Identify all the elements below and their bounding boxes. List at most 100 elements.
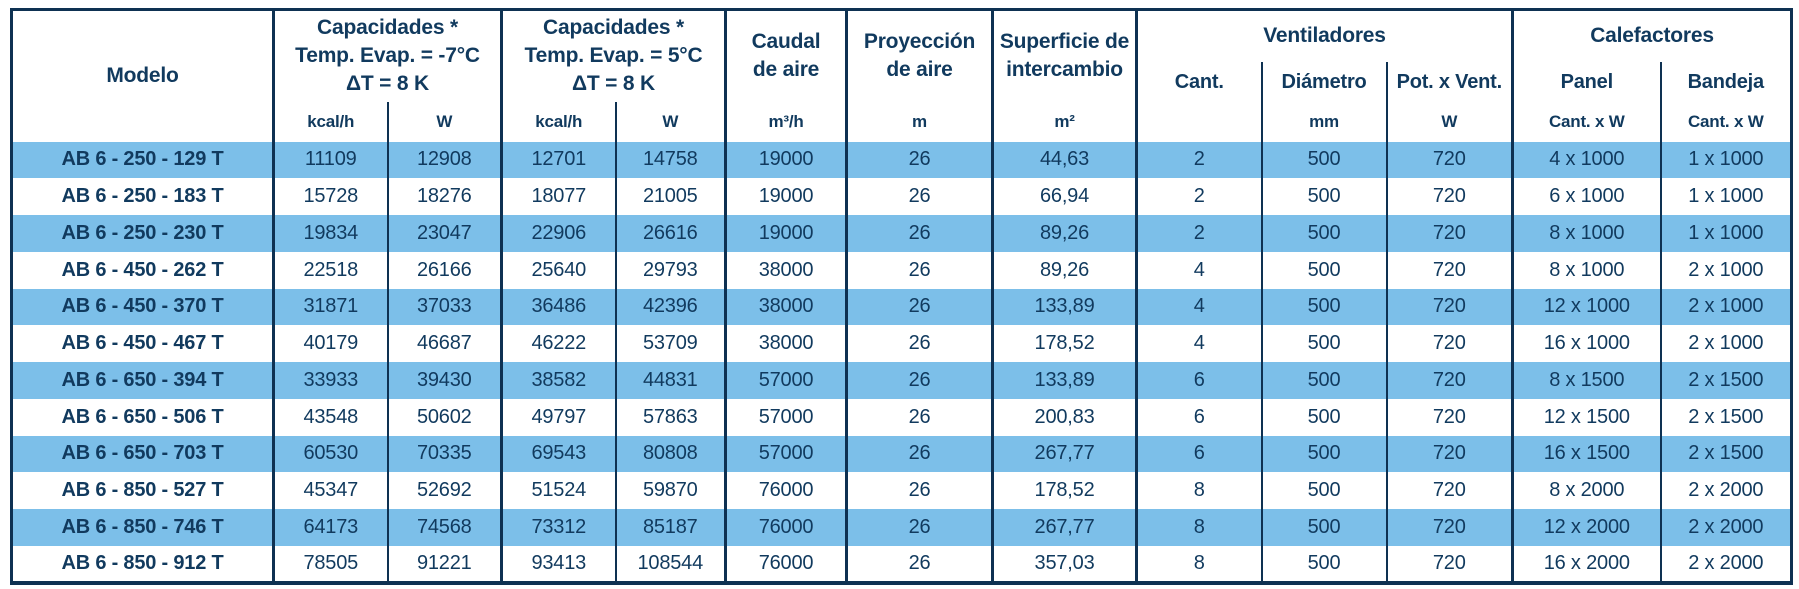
- data-cell: 8 x 1500: [1512, 362, 1662, 399]
- data-cell: 38000: [725, 325, 849, 362]
- unit-diametro: mm: [1261, 101, 1388, 142]
- data-cell: 89,26: [992, 215, 1139, 252]
- unit-caudal: m³/h: [725, 101, 849, 142]
- data-cell: 26: [846, 398, 995, 436]
- data-cell: 2 x 2000: [1688, 515, 1764, 538]
- data-cell: 26: [846, 141, 995, 179]
- data-cell: 720: [1386, 178, 1515, 215]
- data-cell: 26: [846, 435, 995, 473]
- model-cell: AB 6 - 250 - 183 T: [11, 178, 275, 215]
- table-row: AB 6 - 450 - 262 T 22518 26166 25640 29793 38…: [11, 251, 1792, 289]
- data-cell: 26: [846, 325, 995, 362]
- data-cell: 44831: [615, 362, 728, 399]
- header-cant: Cant.: [1136, 61, 1263, 102]
- data-cell: 85187: [615, 509, 728, 546]
- table-row: AB 6 - 850 - 746 T 64173 74568 73312 85187 76…: [11, 509, 1792, 546]
- data-cell: 267,77: [992, 435, 1139, 473]
- data-cell: 2 x 1000: [1688, 332, 1764, 355]
- header-calefactores-group: Calefactores: [1590, 24, 1714, 48]
- data-cell: 500: [1261, 545, 1388, 583]
- data-cell: 720: [1386, 472, 1515, 509]
- data-cell: 52692: [387, 472, 503, 509]
- model-cell: AB 6 - 850 - 912 T: [11, 545, 275, 583]
- data-cell: 45347: [273, 472, 389, 509]
- data-cell: 26: [846, 288, 995, 326]
- model-cell: AB 6 - 250 - 129 T: [11, 141, 275, 179]
- model-cell: AB 6 - 450 - 262 T: [11, 251, 275, 289]
- data-cell: 500: [1261, 325, 1388, 362]
- data-cell: 1 x 1000: [1688, 221, 1764, 244]
- data-cell: 4 x 1000: [1512, 141, 1662, 179]
- data-cell: 43548: [273, 398, 389, 436]
- data-cell: 500: [1261, 398, 1388, 436]
- data-cell: 40179: [273, 325, 389, 362]
- superficie-line1: Superficie de: [999, 30, 1130, 54]
- data-cell: 78505: [273, 545, 389, 583]
- data-cell: 26: [846, 178, 995, 215]
- header-caudal: Caudal de aire: [725, 9, 849, 102]
- data-cell: 80808: [615, 435, 728, 473]
- model-cell: AB 6 - 850 - 527 T: [11, 472, 275, 509]
- data-cell: 37033: [387, 288, 503, 326]
- header-capacidades-plus5: Capacidades * Temp. Evap. = 5°C ΔT = 8 K: [501, 9, 728, 102]
- unit-proyeccion: m: [846, 101, 995, 142]
- data-cell: 91221: [387, 545, 503, 583]
- data-cell: 12 x 2000: [1512, 509, 1662, 546]
- data-cell: 720: [1386, 325, 1515, 362]
- unit-bandeja: Cant. x W: [1687, 111, 1764, 131]
- data-cell: 15728: [273, 178, 389, 215]
- data-cell: 57000: [725, 398, 849, 436]
- data-cell: 178,52: [992, 472, 1139, 509]
- data-cell: 19000: [725, 141, 849, 179]
- header-modelo: Modelo: [11, 9, 275, 142]
- data-cell: 50602: [387, 398, 503, 436]
- data-cell: 133,89: [992, 288, 1139, 326]
- data-cell: 4: [1136, 325, 1263, 362]
- data-cell: 2 x 1500: [1688, 405, 1764, 428]
- table-body: AB 6 - 250 - 129 T 11109 12908 12701 14758 19…: [11, 141, 1792, 583]
- data-cell: 12908: [387, 141, 503, 179]
- data-cell: 178,52: [992, 325, 1139, 362]
- header-proyeccion: Proyección de aire: [846, 9, 995, 102]
- data-cell: 108544: [615, 545, 728, 583]
- proyeccion-line2: de aire: [886, 58, 953, 82]
- model-cell: AB 6 - 850 - 746 T: [11, 509, 275, 546]
- capacidades-minus7-deltat: ΔT = 8 K: [346, 72, 429, 96]
- data-cell: 59870: [615, 472, 728, 509]
- data-cell: 44,63: [992, 141, 1139, 179]
- data-cell: 720: [1386, 288, 1515, 326]
- data-cell: 8 x 1000: [1512, 251, 1662, 289]
- data-cell: 19000: [725, 178, 849, 215]
- header-ventiladores-group: Ventiladores: [1136, 9, 1515, 62]
- data-cell: 18276: [387, 178, 503, 215]
- data-cell: 57000: [725, 435, 849, 473]
- data-cell: 18077: [501, 178, 617, 215]
- capacidades-plus5-temp: Temp. Evap. = 5°C: [524, 44, 703, 68]
- data-cell: 38000: [725, 288, 849, 326]
- data-cell: 500: [1261, 215, 1388, 252]
- header-bandeja: Bandeja: [1687, 70, 1765, 93]
- data-cell: 357,03: [992, 545, 1139, 583]
- data-cell: 8: [1136, 545, 1263, 583]
- unit-w-minus7: W: [387, 101, 503, 142]
- table-row: AB 6 - 650 - 506 T 43548 50602 49797 57863 57…: [11, 398, 1792, 436]
- model-cell: AB 6 - 650 - 394 T: [11, 362, 275, 399]
- data-cell: 36486: [501, 288, 617, 326]
- unit-kcal-minus7: kcal/h: [273, 101, 389, 142]
- data-cell: 76000: [725, 472, 849, 509]
- unit-superficie: m²: [992, 101, 1139, 142]
- capacidades-plus5-deltat: ΔT = 8 K: [572, 72, 655, 96]
- data-cell: 25640: [501, 251, 617, 289]
- data-cell: 8 x 1000: [1512, 215, 1662, 252]
- table-row: AB 6 - 650 - 394 T 33933 39430 38582 44831 57…: [11, 362, 1792, 399]
- unit-w-plus5: W: [615, 101, 728, 142]
- data-cell: 42396: [615, 288, 728, 326]
- data-cell: 720: [1386, 509, 1515, 546]
- data-cell: 2 x 1000: [1688, 258, 1764, 281]
- data-cell: 6: [1136, 362, 1263, 399]
- data-cell: 500: [1261, 178, 1388, 215]
- table-row: AB 6 - 250 - 183 T 15728 18276 18077 21005 19…: [11, 178, 1792, 215]
- data-cell: 26: [846, 545, 995, 583]
- data-cell: 720: [1386, 398, 1515, 436]
- data-cell: 500: [1261, 509, 1388, 546]
